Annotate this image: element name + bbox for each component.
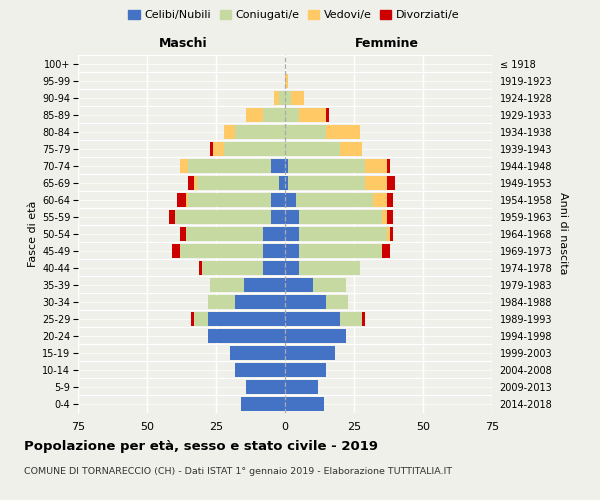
Bar [326, 108, 329, 122]
Bar [373, 192, 387, 206]
Bar [387, 227, 390, 240]
Bar [296, 192, 373, 206]
Y-axis label: Anni di nascita: Anni di nascita [558, 192, 568, 275]
Bar [285, 227, 299, 240]
Bar [326, 124, 359, 138]
Bar [274, 90, 280, 104]
Bar [185, 227, 263, 240]
Bar [285, 329, 346, 343]
Bar [224, 124, 235, 138]
Bar [169, 210, 175, 224]
Text: COMUNE DI TORNARECCIO (CH) - Dati ISTAT 1° gennaio 2019 - Elaborazione TUTTITALI: COMUNE DI TORNARECCIO (CH) - Dati ISTAT … [24, 468, 452, 476]
Bar [271, 210, 285, 224]
Bar [235, 124, 285, 138]
Bar [213, 142, 224, 156]
Bar [224, 142, 285, 156]
Bar [387, 192, 392, 206]
Bar [285, 210, 299, 224]
Bar [263, 261, 285, 275]
Bar [285, 278, 313, 292]
Bar [285, 295, 326, 309]
Bar [197, 176, 280, 190]
Bar [285, 142, 340, 156]
Bar [235, 295, 285, 309]
Bar [340, 142, 362, 156]
Bar [387, 158, 390, 172]
Bar [285, 397, 323, 411]
Bar [285, 158, 288, 172]
Bar [285, 90, 290, 104]
Bar [285, 380, 318, 394]
Bar [263, 227, 285, 240]
Bar [247, 380, 285, 394]
Bar [326, 295, 349, 309]
Bar [230, 346, 285, 360]
Bar [208, 329, 285, 343]
Bar [285, 192, 296, 206]
Bar [299, 244, 382, 258]
Bar [299, 261, 359, 275]
Bar [178, 192, 185, 206]
Bar [199, 261, 202, 275]
Bar [194, 176, 197, 190]
Bar [188, 192, 271, 206]
Bar [313, 278, 346, 292]
Bar [191, 312, 194, 326]
Bar [365, 158, 387, 172]
Bar [280, 176, 285, 190]
Bar [188, 176, 194, 190]
Bar [387, 176, 395, 190]
Bar [382, 210, 387, 224]
Bar [208, 295, 235, 309]
Bar [285, 74, 288, 88]
Bar [387, 210, 392, 224]
Text: Femmine: Femmine [355, 37, 419, 50]
Bar [288, 176, 365, 190]
Bar [263, 108, 285, 122]
Bar [340, 312, 362, 326]
Text: Maschi: Maschi [158, 37, 207, 50]
Bar [290, 90, 304, 104]
Bar [211, 142, 213, 156]
Bar [285, 176, 288, 190]
Bar [244, 278, 285, 292]
Bar [285, 346, 335, 360]
Bar [175, 210, 271, 224]
Bar [180, 158, 188, 172]
Legend: Celibi/Nubili, Coniugati/e, Vedovi/e, Divorziati/e: Celibi/Nubili, Coniugati/e, Vedovi/e, Di… [124, 6, 464, 25]
Bar [365, 176, 387, 190]
Bar [241, 397, 285, 411]
Bar [211, 278, 244, 292]
Bar [172, 244, 180, 258]
Bar [285, 261, 299, 275]
Bar [247, 108, 263, 122]
Bar [208, 312, 285, 326]
Bar [299, 108, 326, 122]
Bar [263, 244, 285, 258]
Bar [362, 312, 365, 326]
Bar [202, 261, 263, 275]
Bar [390, 227, 392, 240]
Bar [285, 363, 326, 377]
Bar [299, 210, 382, 224]
Bar [280, 90, 285, 104]
Bar [188, 158, 271, 172]
Bar [180, 227, 185, 240]
Bar [285, 312, 340, 326]
Bar [271, 158, 285, 172]
Bar [285, 108, 299, 122]
Bar [180, 244, 263, 258]
Bar [285, 124, 326, 138]
Bar [271, 192, 285, 206]
Bar [285, 244, 299, 258]
Text: Popolazione per età, sesso e stato civile - 2019: Popolazione per età, sesso e stato civil… [24, 440, 378, 453]
Y-axis label: Fasce di età: Fasce di età [28, 200, 38, 267]
Bar [235, 363, 285, 377]
Bar [185, 192, 188, 206]
Bar [194, 312, 208, 326]
Bar [382, 244, 390, 258]
Bar [288, 158, 365, 172]
Bar [299, 227, 387, 240]
